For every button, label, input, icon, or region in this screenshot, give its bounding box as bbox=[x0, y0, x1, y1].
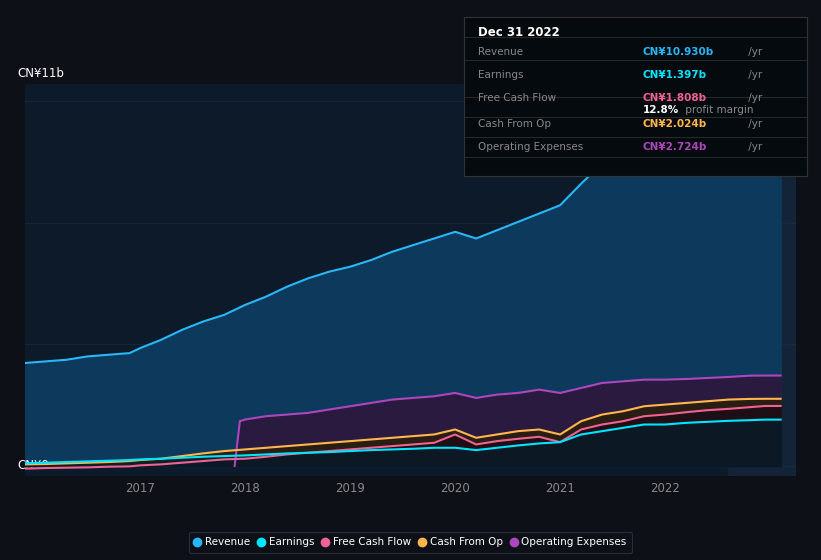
Text: Free Cash Flow: Free Cash Flow bbox=[478, 94, 556, 104]
Text: CN¥0: CN¥0 bbox=[17, 459, 48, 472]
Text: /yr: /yr bbox=[745, 94, 763, 104]
Text: profit margin: profit margin bbox=[681, 105, 754, 115]
Text: CN¥2.024b: CN¥2.024b bbox=[642, 119, 707, 129]
Text: Earnings: Earnings bbox=[478, 70, 523, 80]
Text: CN¥1.808b: CN¥1.808b bbox=[642, 94, 706, 104]
Text: Cash From Op: Cash From Op bbox=[478, 119, 551, 129]
Legend: Revenue, Earnings, Free Cash Flow, Cash From Op, Operating Expenses: Revenue, Earnings, Free Cash Flow, Cash … bbox=[189, 532, 632, 553]
Bar bbox=[728, 84, 796, 476]
Text: /yr: /yr bbox=[745, 70, 763, 80]
Text: Operating Expenses: Operating Expenses bbox=[478, 142, 583, 152]
Text: /yr: /yr bbox=[745, 47, 763, 57]
Text: CN¥11b: CN¥11b bbox=[17, 67, 64, 80]
Text: CN¥1.397b: CN¥1.397b bbox=[642, 70, 706, 80]
Text: 12.8%: 12.8% bbox=[642, 105, 679, 115]
Text: Dec 31 2022: Dec 31 2022 bbox=[478, 26, 559, 39]
Text: CN¥10.930b: CN¥10.930b bbox=[642, 47, 713, 57]
Text: CN¥2.724b: CN¥2.724b bbox=[642, 142, 707, 152]
Text: /yr: /yr bbox=[745, 142, 763, 152]
Text: /yr: /yr bbox=[745, 119, 763, 129]
Text: Revenue: Revenue bbox=[478, 47, 523, 57]
